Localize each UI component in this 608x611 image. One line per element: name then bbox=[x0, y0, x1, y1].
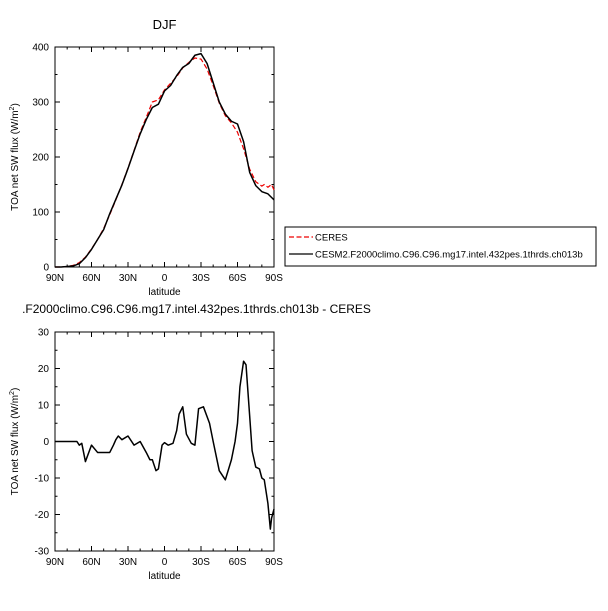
legend-label: CERES bbox=[315, 233, 348, 244]
chart-1: DJF 90N 60N 30N 0 30S 60S 90S 0 100 200 300 400 latit… bbox=[9, 17, 283, 298]
x-tick-label: 90S bbox=[265, 273, 283, 284]
series-line-cesm2-f2000climo-c96-c96 bbox=[55, 52, 275, 268]
x-tick-label: 0 bbox=[162, 273, 168, 284]
x-tick-label: 30N bbox=[119, 557, 137, 568]
chart-title: .F2000climo.C96.C96.mg17.intel.432pes.1t… bbox=[22, 302, 371, 316]
y-tick-label: 20 bbox=[38, 364, 50, 375]
x-tick-label: 60N bbox=[82, 557, 100, 568]
x-tick-label: 60S bbox=[229, 557, 247, 568]
y-tick-label: 10 bbox=[38, 401, 50, 412]
chart-title: DJF bbox=[153, 17, 177, 32]
series-line-difference bbox=[55, 360, 275, 530]
y-tick-label: 300 bbox=[32, 98, 49, 109]
x-tick-label: 30S bbox=[192, 273, 210, 284]
x-axis-label: latitude bbox=[148, 571, 181, 582]
x-tick-label: 90N bbox=[46, 273, 64, 284]
series-line-ceres bbox=[55, 57, 275, 268]
legend-box bbox=[284, 226, 597, 267]
plot-frame bbox=[54, 46, 275, 268]
x-tick-label: 90S bbox=[265, 557, 283, 568]
y-axis-label: TOA net SW flux (W/m2) bbox=[9, 388, 21, 496]
plot-frame bbox=[54, 331, 275, 552]
y-tick-label: 30 bbox=[38, 328, 50, 339]
legend: CERES CESM2.F2000climo.C96.C96.mg17.intel… bbox=[284, 226, 597, 267]
y-axis-label: TOA net SW flux (W/m2) bbox=[9, 103, 21, 211]
y-tick-label: 400 bbox=[32, 43, 49, 54]
x-tick-label: 60N bbox=[82, 273, 100, 284]
x-tick-label: 30S bbox=[192, 557, 210, 568]
y-tick-label: 0 bbox=[43, 263, 49, 274]
y-tick-label: -30 bbox=[35, 547, 50, 558]
x-axis-label: latitude bbox=[148, 287, 181, 298]
x-tick-label: 30N bbox=[119, 273, 137, 284]
y-tick-label: 0 bbox=[43, 437, 49, 448]
x-tick-label: 90N bbox=[46, 557, 64, 568]
y-tick-label: 100 bbox=[32, 208, 49, 219]
legend-label: CESM2.F2000climo.C96.C96.mg17.intel.432p… bbox=[315, 250, 583, 261]
x-tick-label: 60S bbox=[229, 273, 247, 284]
chart-2: .F2000climo.C96.C96.mg17.intel.432pes.1t… bbox=[9, 302, 371, 582]
y-tick-label: -20 bbox=[35, 510, 50, 521]
x-tick-label: 0 bbox=[162, 557, 168, 568]
y-tick-label: 200 bbox=[32, 153, 49, 164]
y-tick-label: -10 bbox=[35, 474, 50, 485]
